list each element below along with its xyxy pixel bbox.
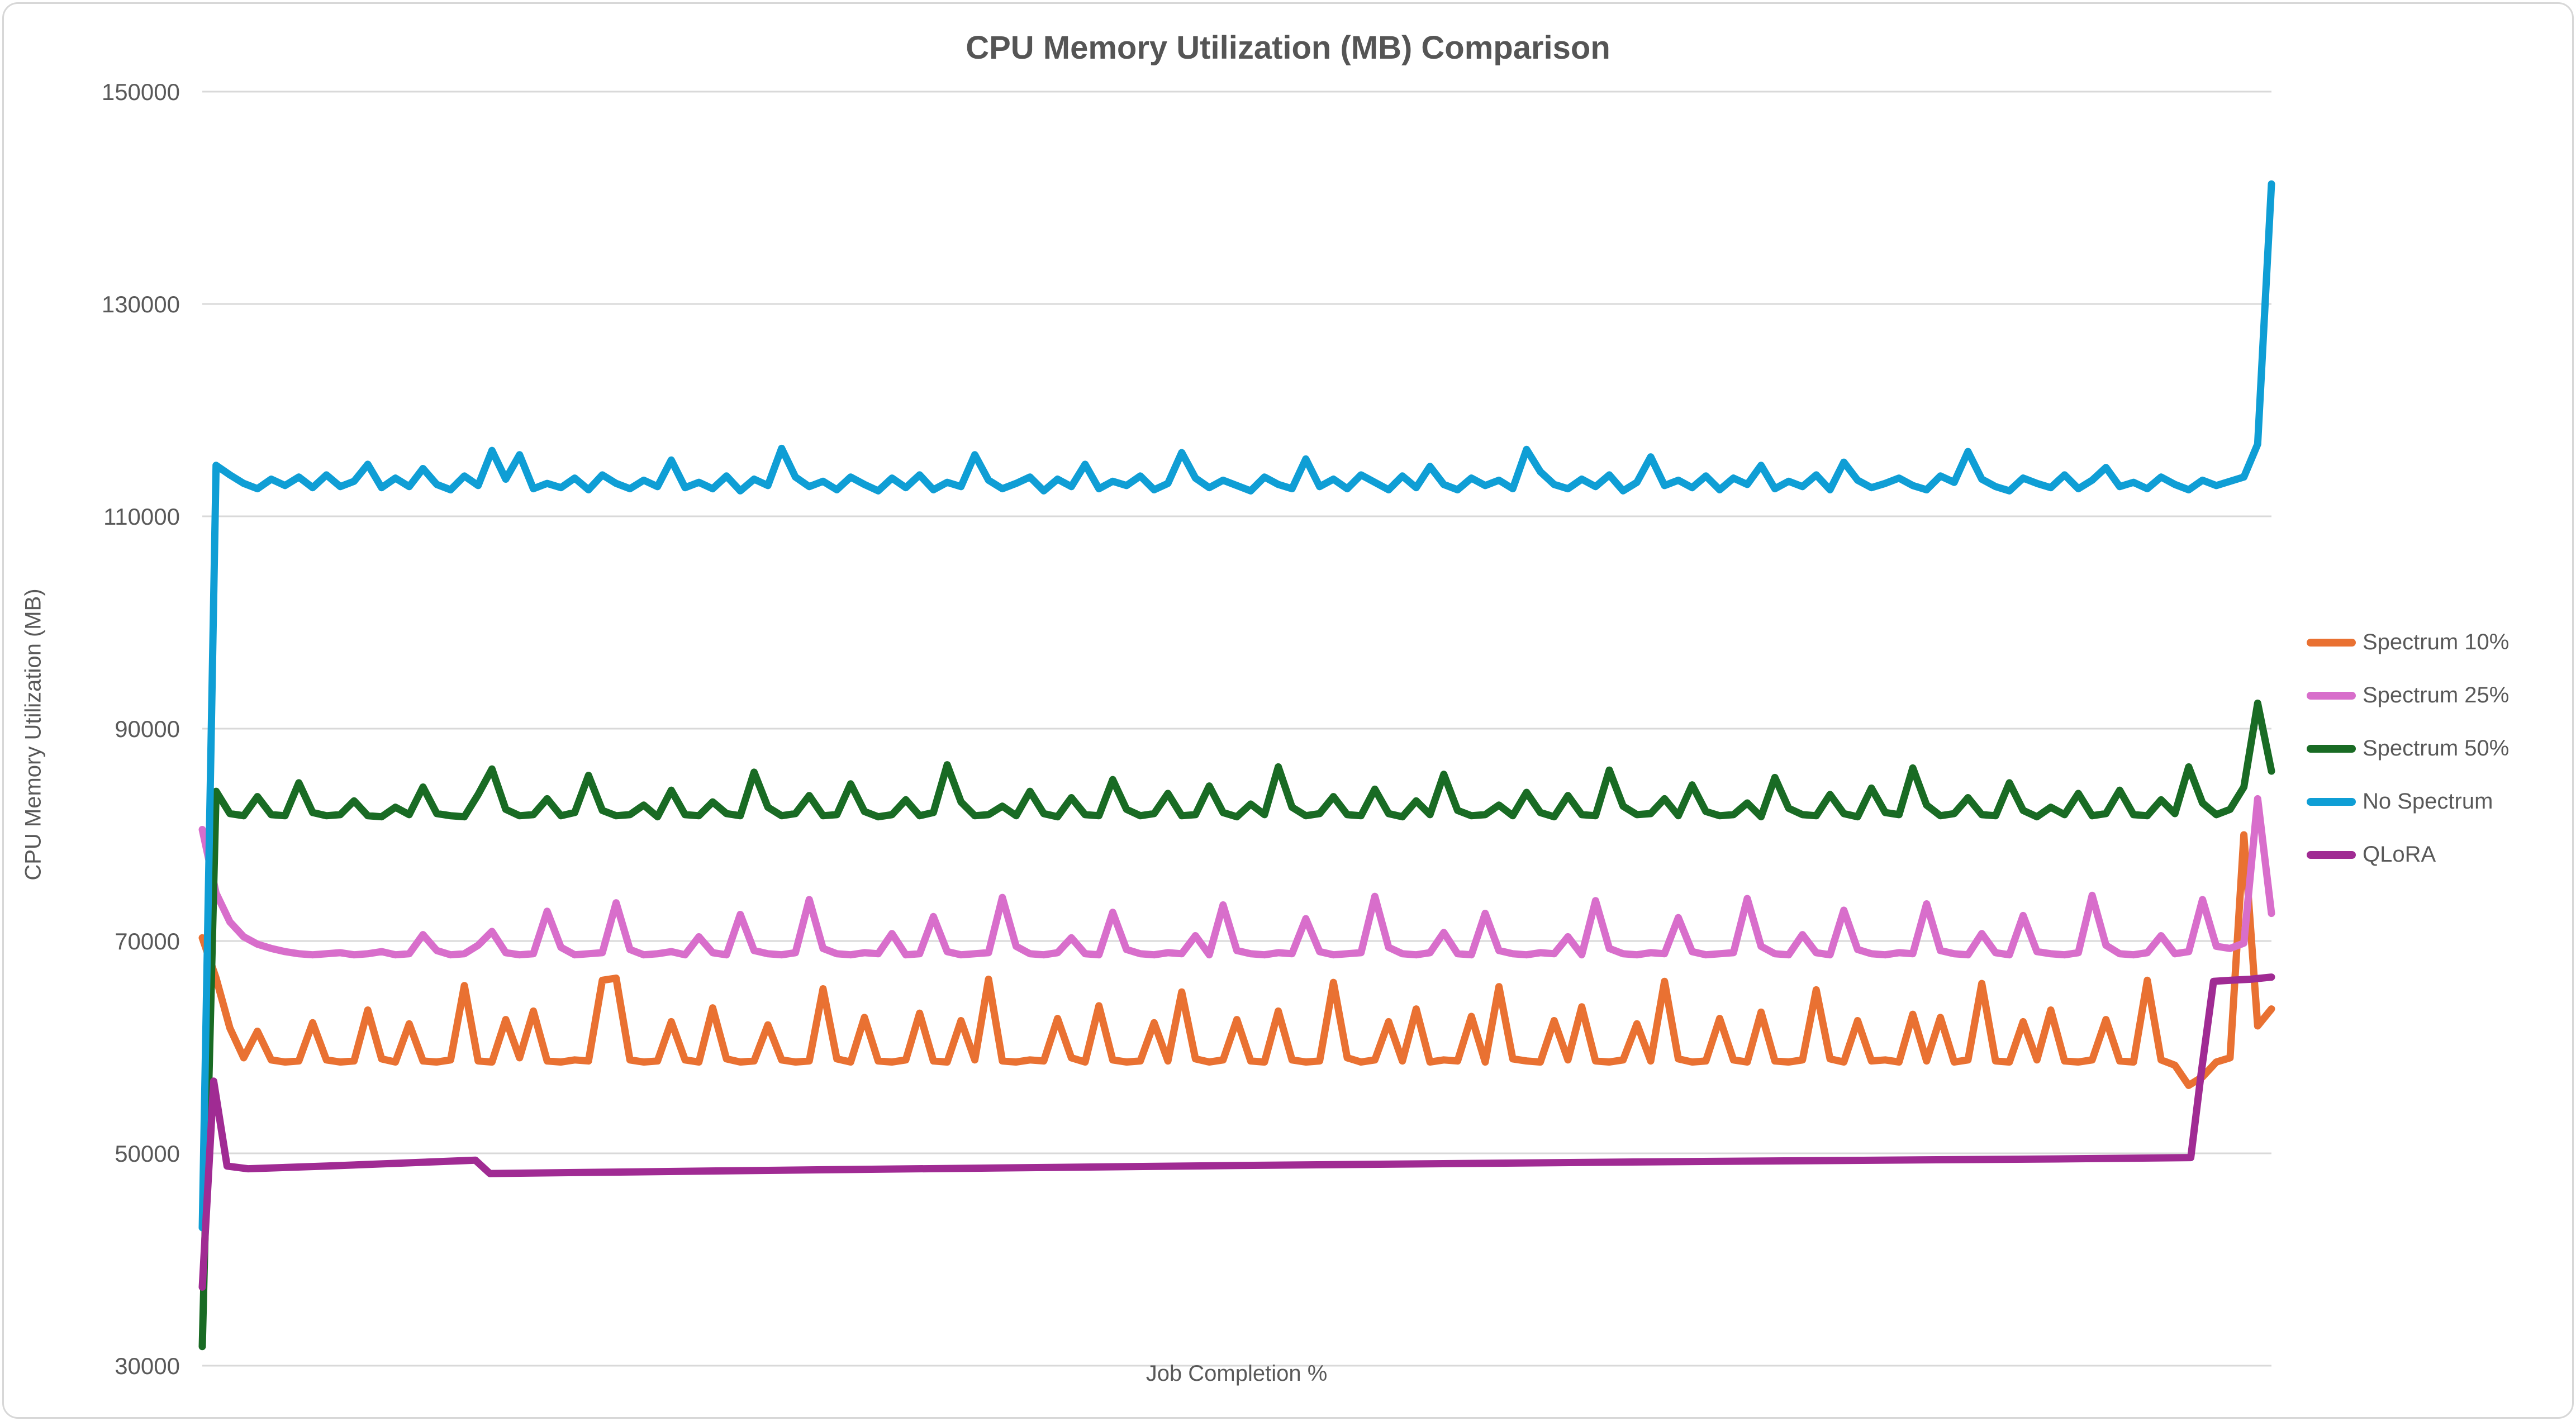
y-tick-label: 70000 — [115, 928, 180, 954]
legend-swatch-icon — [2307, 638, 2356, 647]
legend-item: Spectrum 10% — [2307, 616, 2509, 669]
legend-label: Spectrum 10% — [2363, 630, 2510, 654]
y-tick-label: 150000 — [102, 79, 180, 105]
legend-swatch-icon — [2307, 797, 2356, 806]
legend-swatch-icon — [2307, 744, 2356, 753]
x-axis-title: Job Completion % — [1146, 1361, 1328, 1386]
series-line-no-spectrum — [198, 180, 2275, 1232]
legend-swatch-icon — [2307, 850, 2356, 859]
y-tick-label: 30000 — [115, 1353, 180, 1379]
legend-label: Spectrum 50% — [2363, 736, 2510, 761]
legend: Spectrum 10% Spectrum 25% Spectrum 50% No S… — [2307, 616, 2509, 881]
series-line-spectrum-50- — [198, 699, 2275, 1351]
legend-item: QLoRA — [2307, 828, 2509, 881]
legend-item: No Spectrum — [2307, 775, 2509, 828]
y-tick-label: 130000 — [102, 291, 180, 317]
chart-title: CPU Memory Utilization (MB) Comparison — [966, 30, 1610, 66]
legend-label: No Spectrum — [2363, 789, 2493, 814]
legend-label: Spectrum 25% — [2363, 683, 2510, 707]
y-tick-label: 90000 — [115, 716, 180, 742]
series-line-spectrum-10- — [198, 831, 2275, 1089]
series-line-qlora — [198, 973, 2275, 1291]
legend-swatch-icon — [2307, 691, 2356, 700]
legend-item: Spectrum 50% — [2307, 722, 2509, 775]
y-tick-label: 50000 — [115, 1140, 180, 1167]
series-line-spectrum-25- — [198, 795, 2275, 959]
legend-label: QLoRA — [2363, 842, 2436, 867]
legend-item: Spectrum 25% — [2307, 669, 2509, 722]
y-tick-label: 110000 — [103, 503, 180, 530]
